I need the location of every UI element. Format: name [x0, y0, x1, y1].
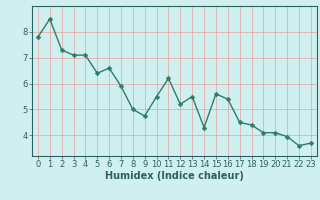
X-axis label: Humidex (Indice chaleur): Humidex (Indice chaleur) — [105, 171, 244, 181]
